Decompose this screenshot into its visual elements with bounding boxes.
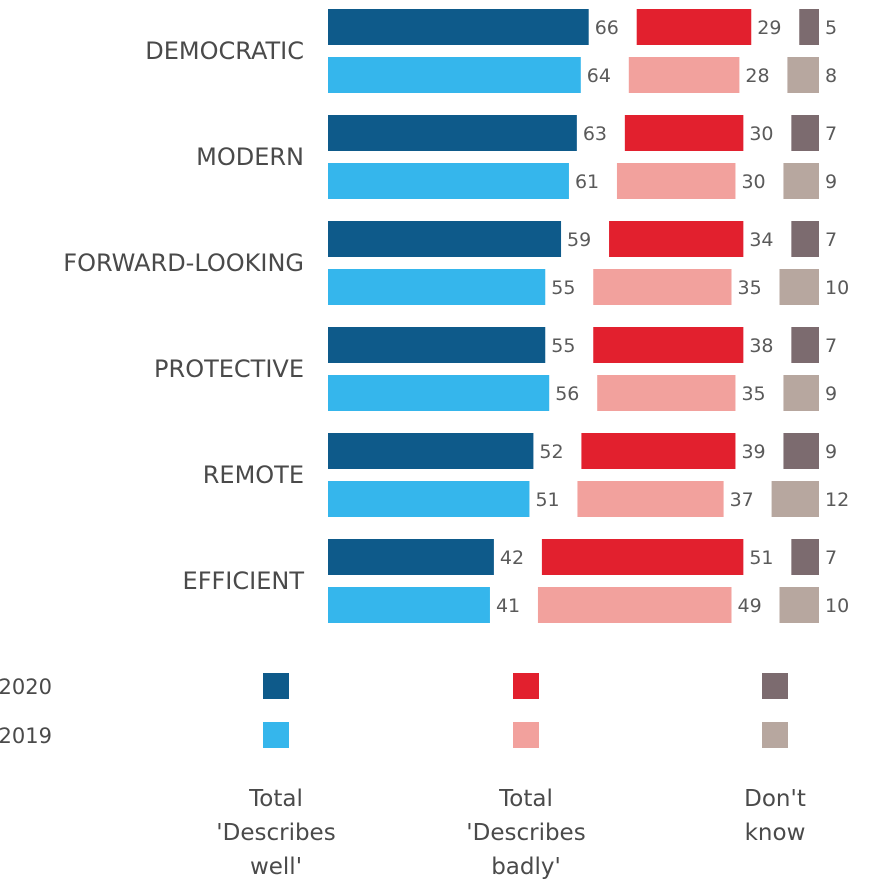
value-label-protective-2020-group2: 38 [749, 335, 773, 357]
legend-group2-label-line3: badly' [491, 854, 561, 879]
bar-remote-2019-group3 [771, 481, 819, 517]
value-label-efficient-2020-group3: 7 [825, 547, 837, 569]
value-label-democratic-2019-group1: 64 [587, 65, 611, 87]
bar-democratic-2019-group1 [328, 57, 581, 93]
category-label-forward-looking: FORWARD-LOOKING [63, 249, 304, 277]
bar-forward-looking-2019-group1 [328, 269, 546, 305]
value-label-efficient-2020-group1: 42 [500, 547, 524, 569]
bar-efficient-2020-group2 [541, 539, 744, 575]
bar-modern-2020-group2 [624, 115, 744, 151]
value-label-forward-looking-2020-group3: 7 [825, 229, 837, 251]
legend-group1-label-line3: well' [250, 854, 302, 879]
value-label-efficient-2019-group3: 10 [825, 595, 849, 617]
bar-modern-2020-group3 [791, 115, 819, 151]
bar-efficient-2020-group1 [328, 539, 494, 575]
value-label-democratic-2020-group3: 5 [825, 17, 837, 39]
category-label-efficient: EFFICIENT [183, 567, 305, 595]
value-label-forward-looking-2019-group2: 35 [738, 277, 762, 299]
value-label-efficient-2019-group2: 49 [738, 595, 762, 617]
value-label-democratic-2019-group3: 8 [825, 65, 837, 87]
legend-year-2019: 2019 [0, 724, 52, 748]
bar-remote-2020-group2 [581, 433, 736, 469]
legend-group2-label-line2: 'Describes [466, 820, 585, 846]
legend-swatch-group2-2020 [513, 673, 539, 699]
value-label-modern-2019-group2: 30 [741, 171, 765, 193]
bar-modern-2019-group3 [783, 163, 819, 199]
legend-group3-label-line1: Don't [744, 786, 806, 812]
bar-efficient-2019-group1 [328, 587, 490, 623]
value-label-democratic-2019-group2: 28 [745, 65, 769, 87]
bar-modern-2019-group1 [328, 163, 569, 199]
legend-year-2020: 2020 [0, 675, 52, 699]
bar-protective-2020-group1 [328, 327, 546, 363]
category-label-modern: MODERN [196, 143, 304, 171]
value-label-modern-2020-group1: 63 [583, 123, 607, 145]
category-label-protective: PROTECTIVE [154, 355, 304, 383]
value-label-modern-2019-group1: 61 [575, 171, 599, 193]
bar-forward-looking-2019-group2 [593, 269, 732, 305]
bar-forward-looking-2020-group3 [791, 221, 819, 257]
value-label-remote-2019-group1: 51 [535, 489, 559, 511]
value-label-forward-looking-2020-group2: 34 [749, 229, 773, 251]
value-label-forward-looking-2019-group3: 10 [825, 277, 849, 299]
bar-forward-looking-2020-group2 [609, 221, 744, 257]
value-label-protective-2019-group3: 9 [825, 383, 837, 405]
bar-democratic-2020-group3 [799, 9, 819, 45]
bar-remote-2019-group2 [577, 481, 724, 517]
bar-remote-2020-group1 [328, 433, 534, 469]
bar-remote-2019-group1 [328, 481, 530, 517]
bar-efficient-2019-group2 [537, 587, 732, 623]
bar-protective-2020-group3 [791, 327, 819, 363]
bar-forward-looking-2020-group1 [328, 221, 562, 257]
bar-efficient-2019-group3 [779, 587, 819, 623]
value-label-democratic-2020-group2: 29 [757, 17, 781, 39]
legend-swatch-group2-2019 [513, 722, 539, 748]
value-label-forward-looking-2020-group1: 59 [567, 229, 591, 251]
value-label-remote-2020-group1: 52 [539, 441, 563, 463]
category-label-democratic: DEMOCRATIC [145, 37, 304, 65]
legend-swatch-group1-2020 [263, 673, 289, 699]
bar-modern-2019-group2 [616, 163, 736, 199]
value-label-remote-2020-group3: 9 [825, 441, 837, 463]
value-label-remote-2019-group2: 37 [730, 489, 754, 511]
bar-protective-2019-group3 [783, 375, 819, 411]
value-label-protective-2020-group1: 55 [551, 335, 575, 357]
value-label-efficient-2020-group2: 51 [749, 547, 773, 569]
bar-democratic-2020-group1 [328, 9, 589, 45]
legend-swatch-group1-2019 [263, 722, 289, 748]
bar-efficient-2020-group3 [791, 539, 819, 575]
bar-remote-2020-group3 [783, 433, 819, 469]
legend-swatch-group3-2019 [762, 722, 788, 748]
value-label-modern-2019-group3: 9 [825, 171, 837, 193]
category-label-remote: REMOTE [203, 461, 304, 489]
legend-group3-label-line2: know [745, 820, 806, 846]
legend-group1-label-line1: Total [248, 786, 303, 812]
value-label-remote-2020-group2: 39 [741, 441, 765, 463]
value-label-protective-2019-group1: 56 [555, 383, 579, 405]
value-label-modern-2020-group2: 30 [749, 123, 773, 145]
legend-swatch-group3-2020 [762, 673, 788, 699]
bar-protective-2020-group2 [593, 327, 744, 363]
value-label-protective-2020-group3: 7 [825, 335, 837, 357]
value-label-democratic-2020-group1: 66 [595, 17, 619, 39]
legend-group1-label-line2: 'Describes [216, 820, 335, 846]
value-label-efficient-2019-group1: 41 [496, 595, 520, 617]
value-label-remote-2019-group3: 12 [825, 489, 849, 511]
value-label-protective-2019-group2: 35 [741, 383, 765, 405]
bar-protective-2019-group1 [328, 375, 550, 411]
bar-democratic-2020-group2 [636, 9, 752, 45]
bar-forward-looking-2019-group3 [779, 269, 819, 305]
bar-protective-2019-group2 [597, 375, 736, 411]
bar-democratic-2019-group2 [628, 57, 740, 93]
legend-group2-label-line1: Total [498, 786, 553, 812]
bar-democratic-2019-group3 [787, 57, 819, 93]
value-label-forward-looking-2019-group1: 55 [551, 277, 575, 299]
bar-modern-2020-group1 [328, 115, 577, 151]
value-label-modern-2020-group3: 7 [825, 123, 837, 145]
